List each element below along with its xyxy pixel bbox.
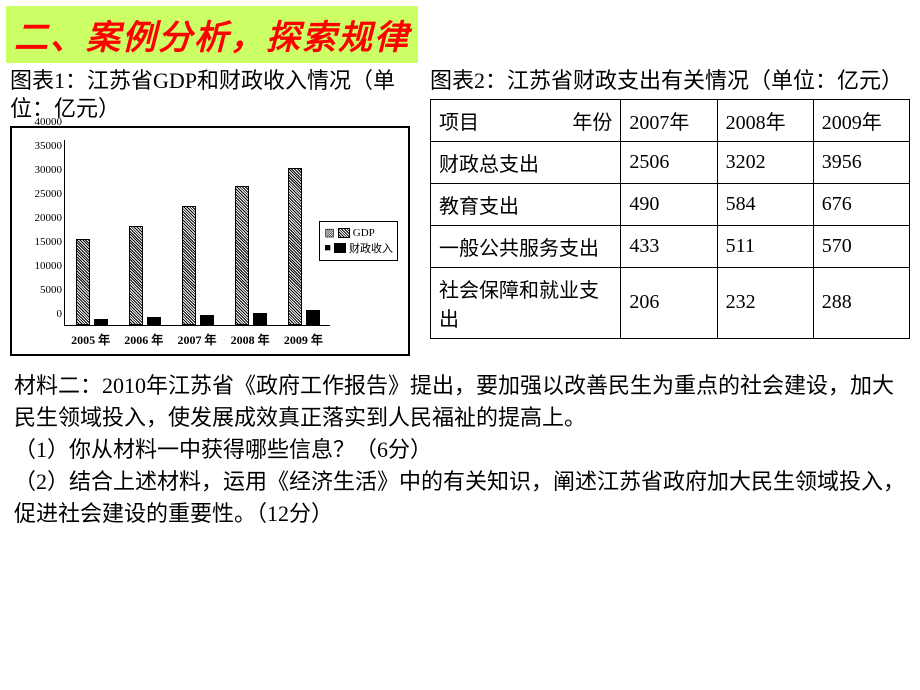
y-tick: 15000 (35, 236, 63, 248)
table-header-itemyear: 项目 年份 (431, 99, 621, 141)
legend-marker-gdp-icon: ▨ (324, 226, 334, 239)
cell: 511 (717, 225, 813, 267)
section-title: 二、案例分析，探索规律 (6, 6, 418, 63)
question-1: （1）你从材料一中获得哪些信息？（6分） (14, 434, 906, 466)
charts-row: 图表1：江苏省GDP和财政收入情况（单位：亿元） 0 5000 10000 15000… (0, 63, 920, 356)
x-label: 2005 年 (71, 331, 110, 348)
bar-gdp (182, 206, 196, 325)
y-tick: 40000 (35, 116, 63, 128)
chart2-block: 图表2：江苏省财政支出有关情况（单位：亿元） 项目 年份 2007年 2008年… (430, 67, 910, 356)
cell: 206 (621, 267, 717, 338)
y-tick: 30000 (35, 164, 63, 176)
table-header-year-1: 2008年 (717, 99, 813, 141)
bar-fiscal (200, 315, 214, 325)
bar-gdp (235, 186, 249, 325)
bar-gdp (129, 226, 143, 325)
y-tick: 25000 (35, 188, 63, 200)
cell: 3956 (813, 141, 909, 183)
cell: 232 (717, 267, 813, 338)
x-label: 2009 年 (284, 331, 323, 348)
chart1-box: 0500010000150002000025000300003500040000… (10, 126, 410, 356)
legend-row-gdp: ▨ GDP (324, 226, 393, 239)
y-tick: 0 (57, 308, 63, 320)
x-label: 2007 年 (177, 331, 216, 348)
y-tick: 10000 (35, 260, 63, 272)
table-header-year-2: 2009年 (813, 99, 909, 141)
row-label: 教育支出 (431, 183, 621, 225)
bar-fiscal (306, 310, 320, 325)
legend-swatch-fisc-icon (334, 243, 346, 253)
legend-label-fisc: 财政收入 (349, 240, 393, 256)
material-two: 材料二：2010年江苏省《政府工作报告》提出，要加强以改善民生为重点的社会建设，… (14, 370, 906, 434)
row-label: 财政总支出 (431, 141, 621, 183)
cell: 570 (813, 225, 909, 267)
x-label: 2008 年 (231, 331, 270, 348)
chart1-block: 图表1：江苏省GDP和财政收入情况（单位：亿元） 0 5000 10000 15000… (10, 67, 424, 356)
table-header-year-0: 2007年 (621, 99, 717, 141)
y-tick: 5000 (40, 284, 62, 296)
table-row: 社会保障和就业支出 206 232 288 (431, 267, 910, 338)
x-label: 2006 年 (124, 331, 163, 348)
cell: 584 (717, 183, 813, 225)
legend-swatch-gdp-icon (338, 228, 350, 238)
bar-fiscal (94, 319, 108, 325)
header-item-label: 项目 (439, 106, 479, 135)
legend-label-gdp: GDP (353, 227, 375, 239)
chart1-plot-area (64, 140, 330, 326)
chart1-title: 图表1：江苏省GDP和财政收入情况（单位：亿元） (10, 67, 424, 122)
chart2-table: 项目 年份 2007年 2008年 2009年 财政总支出 2506 3202 … (430, 99, 910, 339)
cell: 2506 (621, 141, 717, 183)
bar-fiscal (147, 317, 161, 325)
bar-gdp (76, 239, 90, 325)
row-label: 一般公共服务支出 (431, 225, 621, 267)
material-text: 材料二：2010年江苏省《政府工作报告》提出，要加强以改善民生为重点的社会建设，… (0, 356, 920, 529)
cell: 3202 (717, 141, 813, 183)
y-tick: 20000 (35, 212, 63, 224)
chart1-legend: ▨ GDP ■ 财政收入 (319, 221, 398, 261)
y-tick: 35000 (35, 140, 63, 152)
bar-fiscal (253, 313, 267, 325)
chart2-title: 图表2：江苏省财政支出有关情况（单位：亿元） (430, 67, 910, 95)
cell: 288 (813, 267, 909, 338)
cell: 490 (621, 183, 717, 225)
question-2: （2）结合上述材料，运用《经济生活》中的有关知识，阐述江苏省政府加大民生领域投入… (14, 466, 906, 530)
chart1-y-axis: 0500010000150002000025000300003500040000 (20, 134, 64, 326)
table-row: 教育支出 490 584 676 (431, 183, 910, 225)
table-row: 财政总支出 2506 3202 3956 (431, 141, 910, 183)
bar-gdp (288, 168, 302, 325)
legend-row-fisc: ■ 财政收入 (324, 240, 393, 256)
cell: 433 (621, 225, 717, 267)
table-header-row: 项目 年份 2007年 2008年 2009年 (431, 99, 910, 141)
legend-marker-fisc-icon: ■ (324, 242, 331, 254)
header-year-label: 年份 (572, 106, 612, 135)
table-row: 一般公共服务支出 433 511 570 (431, 225, 910, 267)
cell: 676 (813, 183, 909, 225)
row-label: 社会保障和就业支出 (431, 267, 621, 338)
chart1-x-axis: 2005 年 2006 年 2007 年 2008 年 2009 年 (64, 328, 330, 348)
